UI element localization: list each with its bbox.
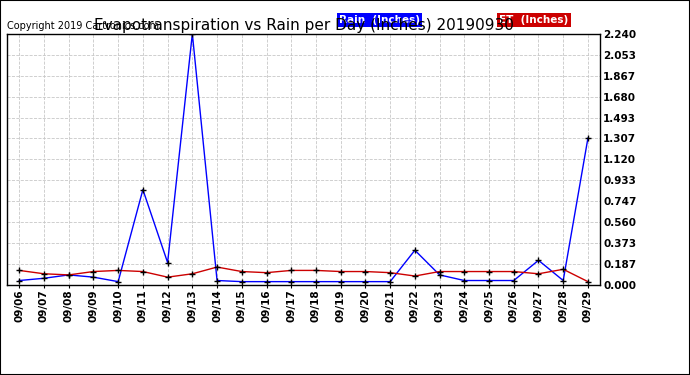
Text: Copyright 2019 Cartronics.com: Copyright 2019 Cartronics.com [7,21,159,31]
Text: Rain  (Inches): Rain (Inches) [339,15,420,25]
Text: ET  (Inches): ET (Inches) [500,15,569,25]
Title: Evapotranspiration vs Rain per Day (Inches) 20190930: Evapotranspiration vs Rain per Day (Inch… [94,18,513,33]
